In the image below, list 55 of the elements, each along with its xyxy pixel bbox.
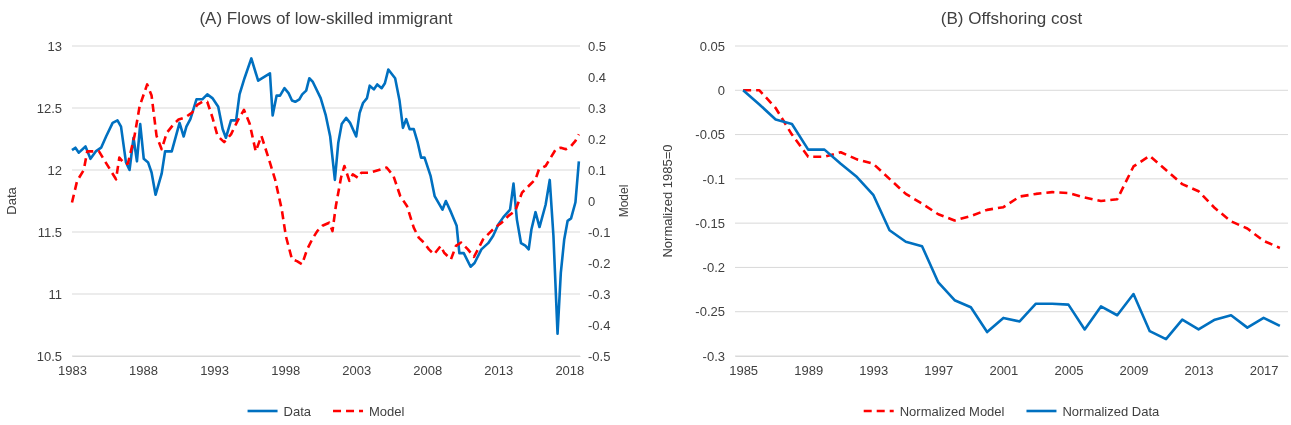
y2-tick-label: 0.4 [588, 69, 607, 85]
x-tick-label: 1993 [200, 363, 230, 379]
y2-tick-label: -0.2 [588, 255, 611, 271]
x-tick-label: 2013 [1184, 363, 1214, 379]
y2-tick-label: -0.4 [588, 317, 611, 333]
x-tick-label: 2017 [1249, 363, 1279, 379]
x-tick-label: 1988 [129, 363, 159, 379]
x-tick-label: 2018 [555, 363, 585, 379]
y-tick-label: -0.2 [702, 260, 725, 276]
chart-title: (B) Offshoring cost [940, 9, 1083, 28]
y-tick-label: 10.5 [36, 348, 62, 364]
y-axis-title: Data [4, 186, 19, 215]
y2-tick-label: 0.1 [588, 162, 607, 178]
y-tick-label: 0 [717, 82, 725, 98]
y-tick-label: 11 [48, 286, 62, 302]
y-tick-label: 11.5 [37, 224, 62, 240]
x-tick-label: 1998 [271, 363, 301, 379]
y2-tick-label: -0.1 [588, 224, 611, 240]
y-tick-label: 0.05 [699, 38, 725, 54]
y-tick-label: 13 [47, 38, 62, 54]
chart-title: (A) Flows of low-skilled immigrant [199, 9, 453, 28]
x-tick-label: 1985 [729, 363, 759, 379]
line-series [70, 57, 581, 335]
line-series [741, 88, 1282, 250]
y2-tick-label: 0.2 [588, 131, 607, 147]
y-tick-label: -0.05 [695, 127, 725, 143]
x-tick-label: 2001 [989, 363, 1019, 379]
legend-label: Model [369, 404, 405, 419]
y2-tick-label: 0 [588, 193, 596, 209]
legend-label: Data [283, 404, 312, 419]
legend-label: Normalized Data [1062, 404, 1161, 419]
y-tick-label: 12 [47, 162, 62, 178]
y2-axis-title: Model [617, 184, 631, 218]
legend-label: Normalized Model [899, 404, 1005, 419]
y-tick-label: 12.5 [36, 100, 62, 116]
x-tick-label: 1983 [58, 363, 87, 379]
x-tick-label: 2003 [342, 363, 372, 379]
y-axis-title: Normalized 1985=0 [660, 144, 675, 258]
x-tick-label: 1997 [924, 363, 954, 379]
y-tick-label: -0.25 [695, 304, 725, 320]
y-tick-label: -0.15 [695, 215, 725, 231]
x-tick-label: 1989 [794, 363, 824, 379]
y2-tick-label: 0.5 [588, 38, 607, 54]
y-tick-label: -0.3 [702, 348, 725, 364]
y2-tick-label: 0.3 [588, 100, 607, 116]
x-tick-label: 1993 [859, 363, 889, 379]
x-tick-label: 2008 [413, 363, 443, 379]
x-tick-label: 2009 [1119, 363, 1149, 379]
x-tick-label: 2013 [484, 363, 514, 379]
x-tick-label: 2005 [1054, 363, 1084, 379]
line-series [741, 88, 1282, 341]
line-series [70, 83, 581, 266]
y-tick-label: -0.1 [702, 171, 725, 187]
y2-tick-label: -0.3 [588, 286, 611, 302]
y2-tick-label: -0.5 [588, 348, 611, 364]
